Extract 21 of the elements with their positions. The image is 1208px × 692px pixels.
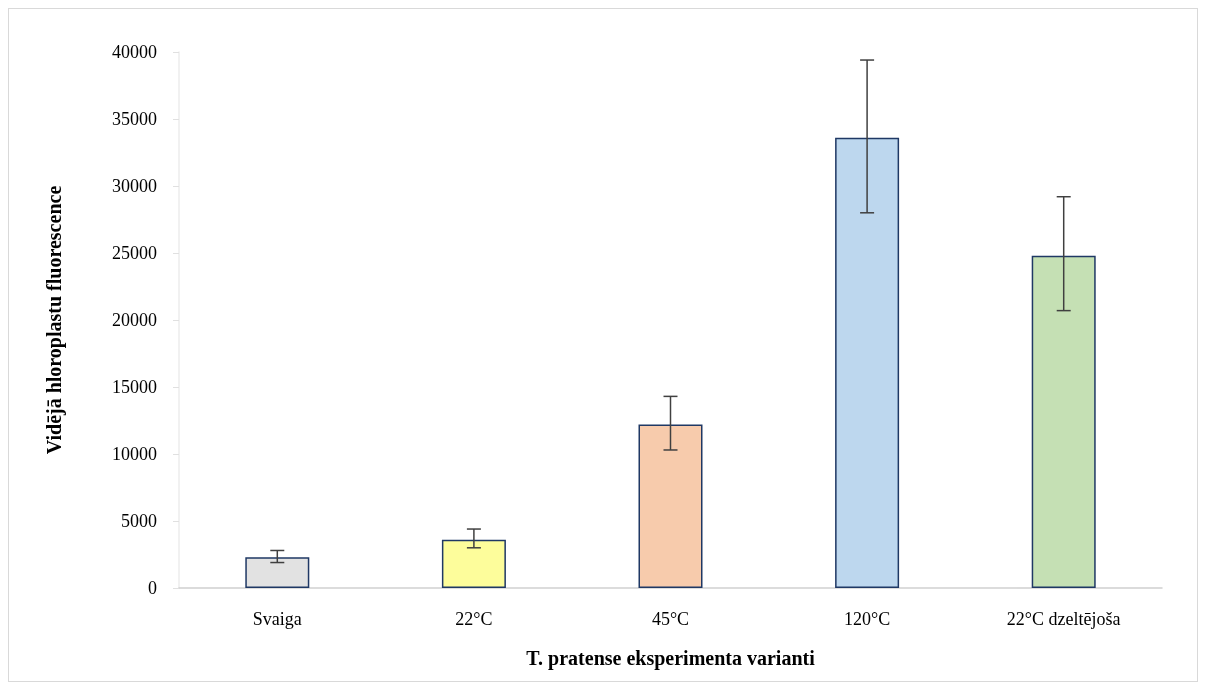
y-tick-label: 25000: [112, 243, 157, 263]
y-tick-label: 35000: [112, 109, 157, 129]
y-tick-label: 15000: [112, 377, 157, 397]
x-tick-label: 45°C: [651, 609, 690, 629]
bar: [835, 137, 900, 588]
bar: [441, 539, 506, 588]
x-axis-title: T. pratense eksperimenta varianti: [526, 647, 816, 670]
x-tick-label: Svaiga: [252, 609, 302, 629]
bar: [638, 424, 703, 588]
bar: [245, 557, 310, 588]
y-tick-label: 10000: [112, 444, 157, 464]
y-tick-label: 40000: [112, 42, 157, 62]
y-tick-label: 30000: [112, 176, 157, 196]
x-tick-label: 22°C dzeltējoša: [1006, 609, 1121, 629]
x-tick-label: 120°C: [843, 609, 891, 629]
y-tick-label: 0: [148, 578, 157, 598]
y-tick-label: 5000: [121, 511, 157, 531]
y-axis-title: Vidējā hloroplastu fluorescence: [43, 185, 66, 455]
y-tick-label: 20000: [112, 310, 157, 330]
x-tick-label: 22°C: [455, 609, 493, 629]
bar: [1031, 255, 1096, 588]
